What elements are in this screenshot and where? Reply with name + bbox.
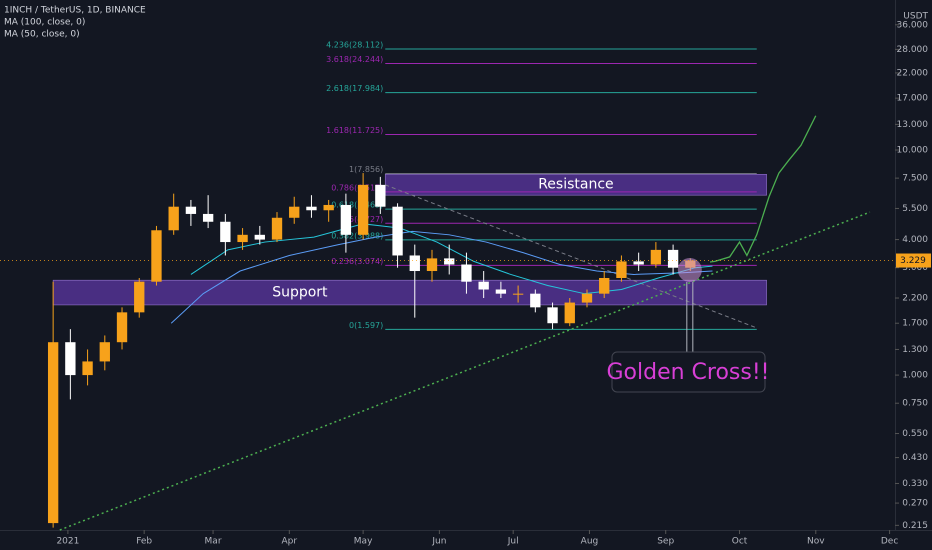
y-tick-label: 0.750	[902, 399, 928, 409]
projection-line	[709, 115, 817, 263]
y-tick-label: 0.430	[902, 453, 928, 463]
moving-average	[190, 223, 713, 295]
y-tick-label: 22.000	[897, 68, 929, 78]
fib-label: 0.786(6.517)	[331, 183, 383, 192]
x-tick-label: Jun	[431, 537, 446, 547]
x-tick-label: Jul	[507, 537, 519, 547]
y-tick-label: 28.000	[897, 45, 929, 55]
axis-unit: USDT	[903, 12, 928, 22]
fib-label: 2.618(17.984)	[326, 84, 383, 93]
x-tick-label: Dec	[881, 537, 898, 547]
fib-label: 1.618(11.725)	[326, 126, 383, 135]
candle-body	[99, 342, 110, 362]
candle-body	[340, 204, 352, 235]
x-tick-label: Oct	[732, 537, 748, 547]
candle-body	[495, 289, 507, 294]
y-tick-label: 17.000	[897, 94, 929, 104]
fib-label: 1(7.856)	[349, 165, 383, 174]
candle-body	[375, 184, 386, 207]
zone	[384, 174, 767, 196]
chart-title: 1INCH / TetherUS, 1D, BINANCE	[4, 6, 146, 16]
candle-body	[202, 213, 214, 222]
candle-body	[547, 307, 558, 324]
zone-label: Resistance	[538, 177, 613, 193]
y-tick-label: 10.000	[897, 146, 929, 156]
candle-body	[323, 204, 334, 211]
candle-body	[599, 278, 610, 294]
fib-label: 0.618(5.465)	[331, 201, 383, 210]
y-tick-label: 3.000	[902, 263, 928, 273]
last-price-box	[896, 253, 931, 268]
candle-body	[461, 264, 472, 282]
candle-body	[168, 206, 179, 231]
fib-label: 0.382(3.988)	[331, 231, 383, 240]
candle-body	[306, 206, 317, 211]
last-price-label: 3.229	[900, 256, 926, 266]
trendline	[59, 211, 871, 531]
candle-body	[134, 281, 145, 313]
zone	[52, 279, 767, 306]
x-tick-label: Mar	[205, 537, 222, 547]
candle-body	[667, 249, 679, 268]
candle-body	[82, 361, 93, 376]
x-tick-label: Nov	[807, 537, 825, 547]
indicator-label: MA (100, close, 0)	[4, 18, 85, 28]
candle-body	[220, 221, 231, 243]
x-tick-label: Sep	[657, 537, 674, 547]
candle-body	[271, 217, 283, 240]
y-tick-label: 36.000	[897, 20, 929, 30]
candle-body	[409, 255, 420, 272]
fib-label: 0(1.597)	[349, 321, 383, 330]
candle-body	[357, 184, 369, 235]
cross-highlight	[677, 258, 702, 283]
y-tick-label: 1.000	[902, 371, 928, 381]
candle-body	[237, 234, 248, 243]
candle-body	[392, 206, 403, 256]
candle-body	[116, 312, 128, 343]
candle-body	[65, 342, 76, 376]
y-tick-label: 13.000	[897, 120, 929, 130]
candle-body	[289, 206, 300, 218]
y-tick-label: 0.215	[902, 521, 928, 531]
x-tick-label: Aug	[581, 537, 599, 547]
y-tick-label: 1.300	[902, 345, 928, 355]
y-tick-label: 0.270	[902, 499, 928, 509]
x-tick-label: 2021	[56, 537, 79, 547]
x-tick-label: Apr	[282, 537, 298, 547]
candle-body	[616, 261, 627, 279]
plot-area: 4.236(28.112) 3.618(24.244) 2.618(17.984) 1…	[0, 40, 895, 531]
candle-body	[254, 234, 265, 240]
candle-body	[185, 206, 197, 214]
candle-body	[478, 281, 489, 290]
candle-body	[512, 293, 524, 295]
candle-body	[650, 249, 662, 265]
y-tick-label: 7.500	[902, 174, 928, 184]
y-tick-label: 2.200	[902, 294, 928, 304]
y-tick-label: 0.550	[902, 429, 928, 439]
downtrend-line	[385, 184, 757, 329]
candle-body	[633, 261, 644, 265]
indicator-label: MA (50, close, 0)	[4, 30, 80, 40]
candle-body	[581, 293, 593, 303]
fib-label: 4.236(28.112)	[326, 40, 383, 49]
candle-body	[426, 258, 438, 272]
zone-label: Support	[272, 285, 328, 301]
candle-body	[47, 342, 59, 524]
callout-box	[611, 351, 766, 393]
candle-body	[151, 230, 162, 282]
y-tick-label: 5.500	[902, 204, 928, 214]
candle-body	[444, 258, 455, 265]
x-tick-label: May	[354, 537, 373, 547]
fib-label: 3.618(24.244)	[326, 55, 383, 64]
x-tick-label: Feb	[136, 537, 152, 547]
candle-body	[564, 302, 575, 324]
y-tick-label: 4.000	[902, 235, 928, 245]
callout-text: Golden Cross!!	[606, 360, 769, 385]
y-tick-label: 0.330	[902, 479, 928, 489]
candle-body	[530, 293, 541, 308]
fib-label: 0.236(3.074)	[331, 257, 383, 266]
y-tick-label: 1.700	[902, 319, 928, 329]
